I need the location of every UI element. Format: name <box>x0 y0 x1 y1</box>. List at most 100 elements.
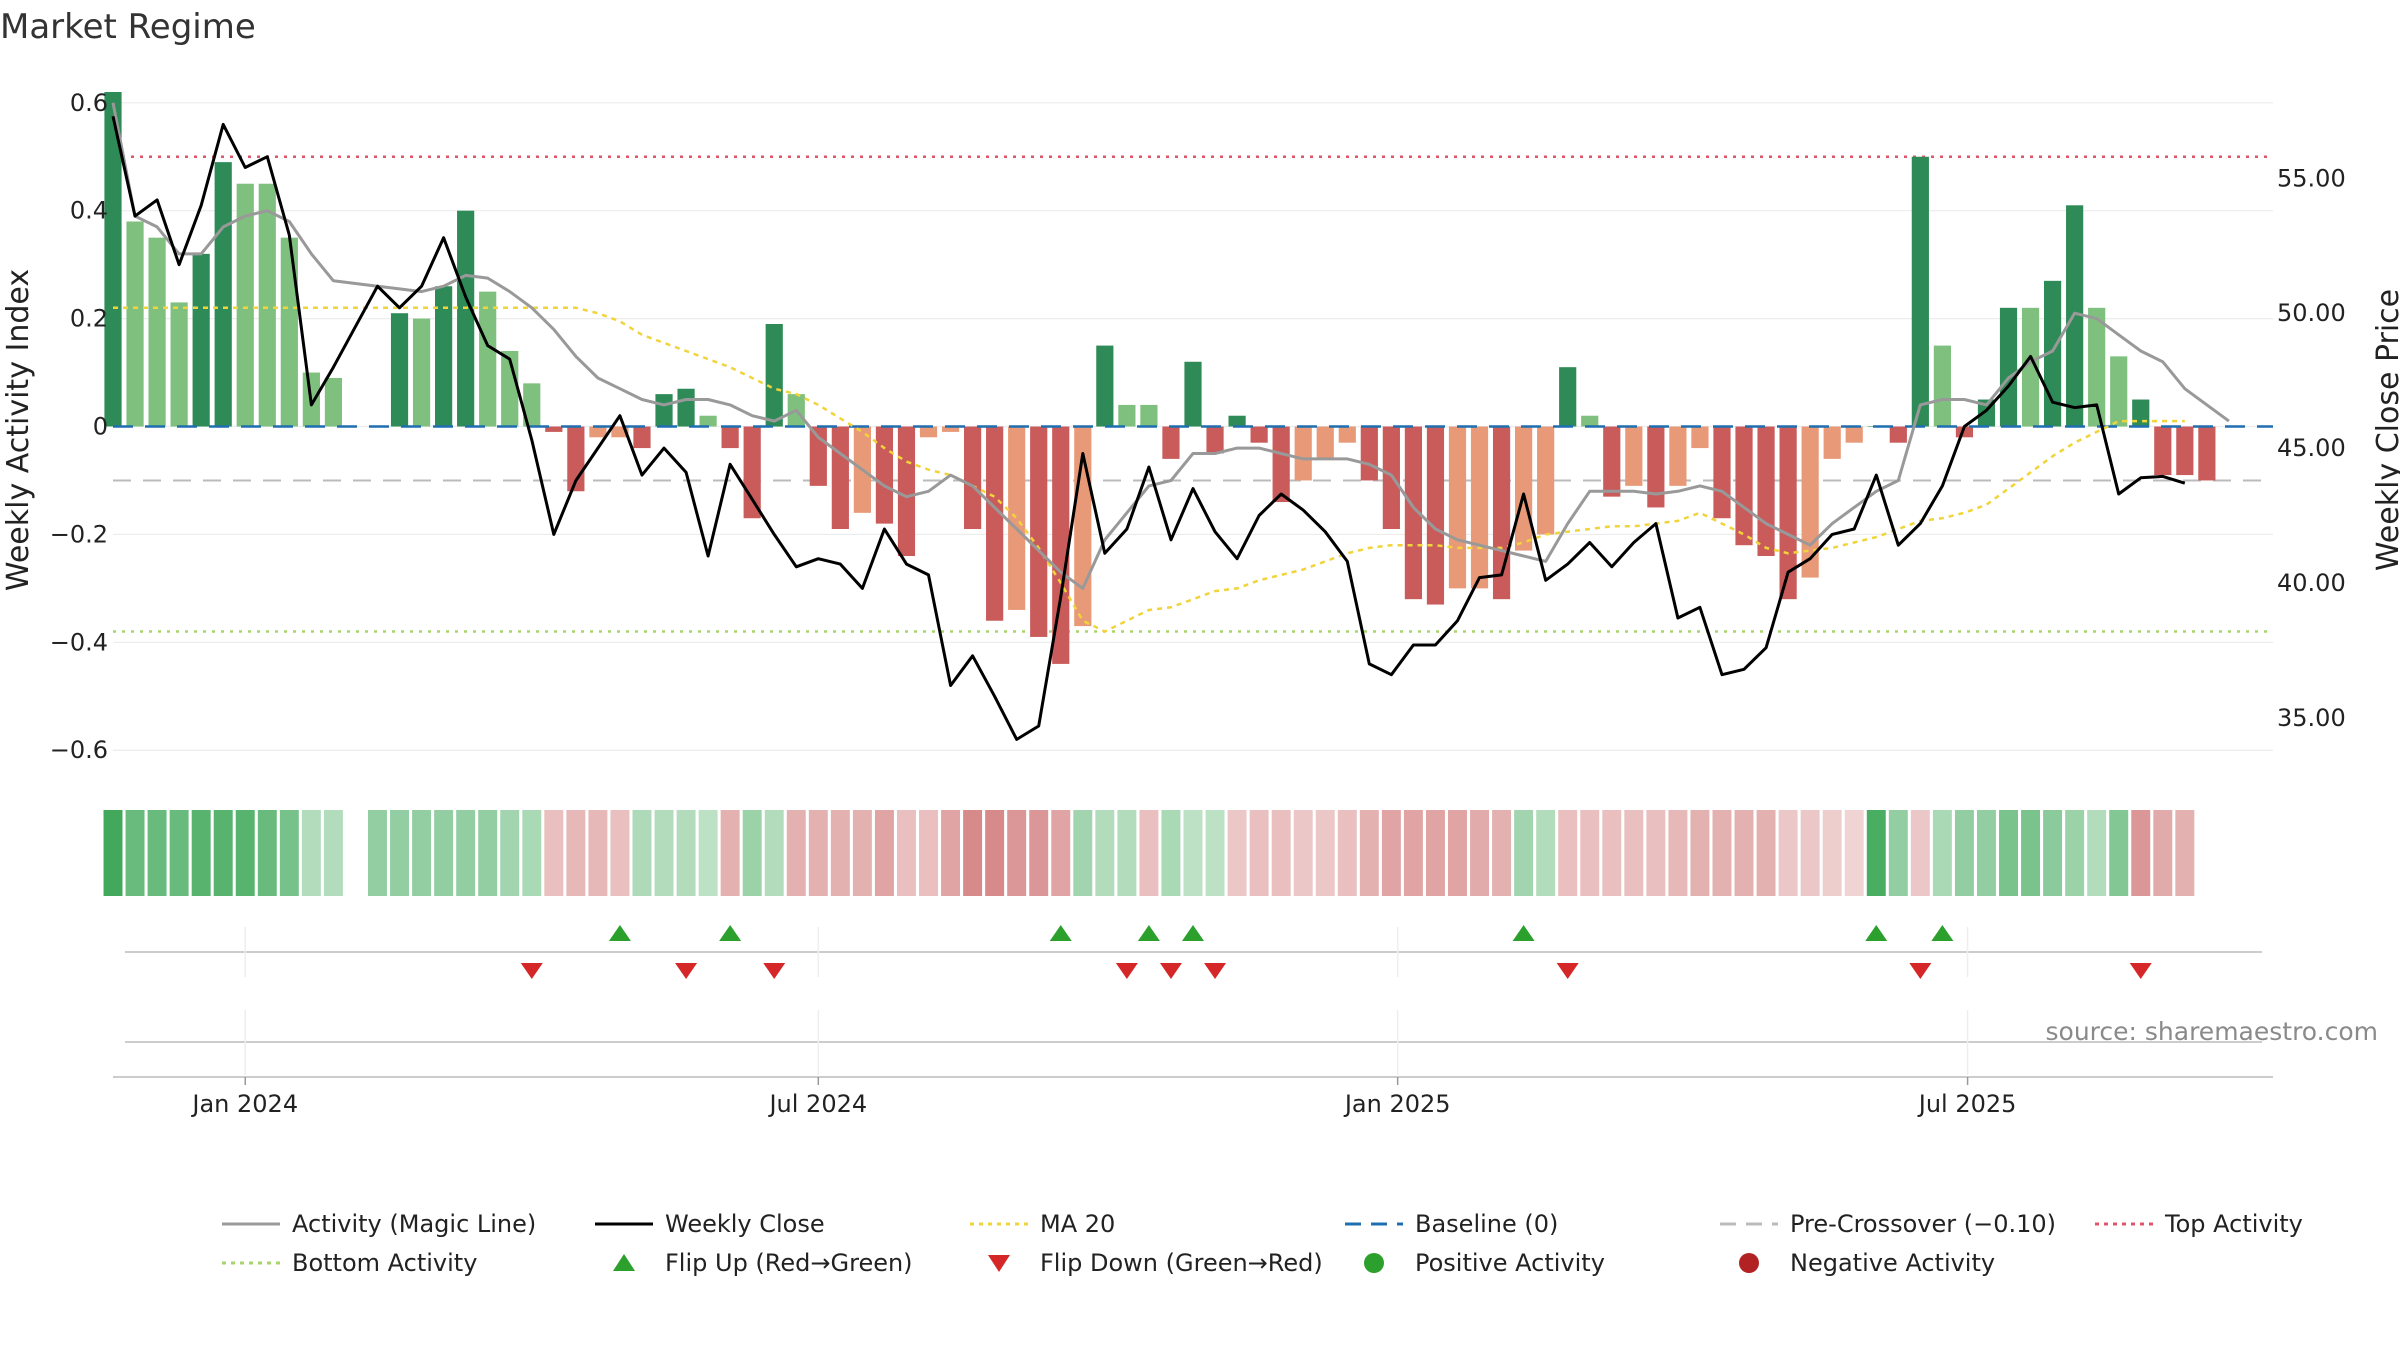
regime-cell <box>1624 810 1644 896</box>
activity-bar <box>1845 426 1863 443</box>
regime-cell <box>742 810 762 896</box>
regime-cell <box>1514 810 1534 896</box>
legend-label: Positive Activity <box>1415 1249 1605 1277</box>
y2-tick-label: 35.00 <box>2277 704 2346 732</box>
regime-cell <box>478 810 498 896</box>
regime-cell <box>1602 810 1622 896</box>
regime-cell <box>632 810 652 896</box>
regime-cell <box>1778 810 1798 896</box>
regime-cell <box>2065 810 2085 896</box>
regime-cell <box>1690 810 1710 896</box>
activity-bar <box>412 318 431 427</box>
activity-bar <box>589 426 607 438</box>
activity-bar <box>1030 426 1048 637</box>
activity-bar <box>986 426 1004 621</box>
activity-bar <box>1823 426 1841 459</box>
regime-cell <box>1492 810 1512 896</box>
regime-cell <box>1205 810 1225 896</box>
regime-cell <box>720 810 740 896</box>
x-tick-label: Jul 2024 <box>767 1090 867 1118</box>
regime-cell <box>169 810 189 896</box>
activity-bar <box>1911 156 1929 427</box>
activity-bar <box>1316 426 1334 459</box>
regime-cell <box>1359 810 1379 896</box>
regime-cell <box>1095 810 1115 896</box>
activity-bar <box>1008 426 1026 610</box>
activity-bar <box>875 426 894 524</box>
magic-line <box>111 102 2230 590</box>
regime-cell <box>1558 810 1578 896</box>
activity-bar <box>963 426 982 530</box>
activity-bar <box>390 313 409 427</box>
flip-up-marker <box>608 925 631 941</box>
regime-cell <box>235 810 255 896</box>
flip-down-marker <box>520 963 543 979</box>
activity-bar <box>2021 307 2040 427</box>
legend-label: Flip Down (Green→Red) <box>1040 1249 1323 1277</box>
regime-cell <box>1976 810 1996 896</box>
legend-item: Positive Activity <box>1364 1249 1605 1277</box>
activity-bar <box>1294 426 1312 481</box>
legend-item: Negative Activity <box>1739 1249 1995 1277</box>
activity-bar <box>765 324 783 427</box>
regime-cell <box>1425 810 1445 896</box>
flip-up-marker <box>1931 925 1954 941</box>
regime-cell <box>985 810 1005 896</box>
activity-bar <box>1515 426 1533 551</box>
flip-down-marker <box>675 963 698 979</box>
y2-tick-label: 55.00 <box>2277 164 2346 192</box>
activity-bar <box>1889 426 1907 443</box>
regime-cell <box>1381 810 1401 896</box>
activity-bar <box>324 377 343 427</box>
y-tick-label: 0.6 <box>70 89 108 117</box>
y2-tick-label: 45.00 <box>2277 434 2346 462</box>
legend: Activity (Magic Line) Weekly Close MA 20 Ba… <box>222 1210 2303 1277</box>
activity-bar <box>545 426 563 432</box>
legend-label: Bottom Activity <box>292 1249 477 1277</box>
source-note: source: sharemaestro.com <box>2046 1017 2379 1046</box>
activity-bar <box>1669 426 1687 486</box>
flip-down-marker <box>1909 963 1932 979</box>
regime-cell <box>941 810 961 896</box>
legend-item: Baseline (0) <box>1345 1210 1558 1238</box>
activity-bar <box>743 426 761 519</box>
legend-item: MA 20 <box>970 1210 1115 1238</box>
regime-cell <box>1999 810 2018 896</box>
regime-cell <box>1403 810 1423 896</box>
flip-down-marker <box>1204 963 1227 979</box>
regime-cell <box>1470 810 1490 896</box>
activity-bars <box>104 92 2216 664</box>
regime-cell <box>2153 810 2173 896</box>
activity-bar <box>1272 426 1290 503</box>
regime-cell <box>2043 810 2063 896</box>
legend-item: Activity (Magic Line) <box>222 1210 536 1238</box>
activity-bar <box>1779 426 1797 600</box>
activity-bar <box>1757 426 1775 556</box>
activity-bar <box>1118 404 1136 427</box>
legend-label: Weekly Close <box>665 1210 825 1238</box>
regime-cell <box>1161 810 1181 896</box>
regime-cell <box>213 810 233 896</box>
regime-cell <box>544 810 564 896</box>
activity-bar <box>831 426 849 530</box>
regime-cell <box>764 810 784 896</box>
regime-cell <box>963 810 983 896</box>
activity-bar <box>1404 426 1423 600</box>
activity-bar <box>1448 426 1467 589</box>
activity-bar <box>1801 426 1819 578</box>
legend-swatch <box>1364 1253 1384 1273</box>
regime-cell <box>2087 810 2107 896</box>
activity-bar <box>1691 426 1709 449</box>
regime-cell <box>301 810 321 896</box>
legend-label: MA 20 <box>1040 1210 1115 1238</box>
regime-cell <box>368 810 387 896</box>
regime-cell <box>1073 810 1093 896</box>
activity-bar <box>677 388 695 427</box>
legend-label: Top Activity <box>2164 1210 2303 1238</box>
empty-bottom-panel <box>125 1010 2262 1075</box>
regime-cell <box>1007 810 1027 896</box>
flip-down-marker <box>1556 963 1579 979</box>
regime-cell <box>412 810 432 896</box>
legend-item: Top Activity <box>2095 1210 2303 1238</box>
activity-bar <box>897 426 916 556</box>
